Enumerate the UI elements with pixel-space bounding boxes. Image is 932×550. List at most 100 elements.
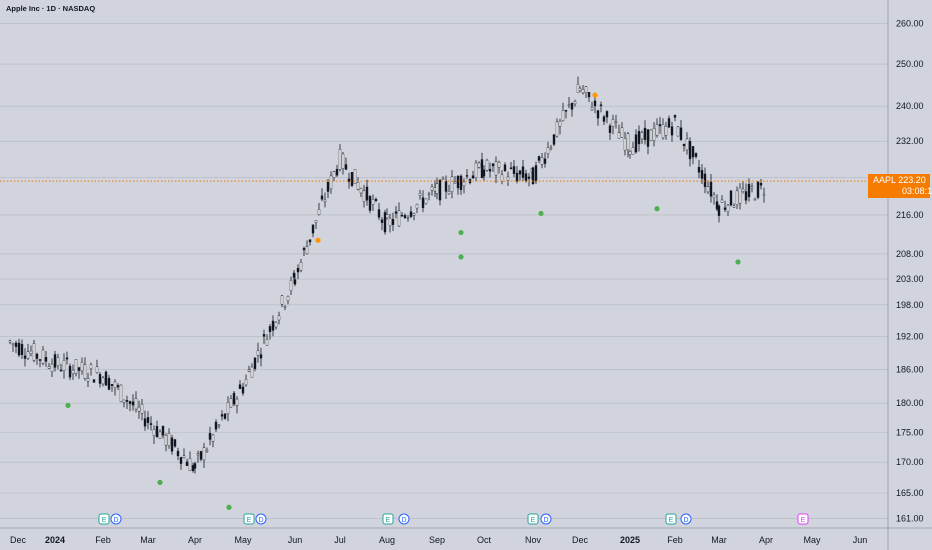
candle-body bbox=[152, 429, 156, 436]
candle-body bbox=[59, 369, 63, 372]
candle-body bbox=[38, 359, 42, 361]
candle-body bbox=[726, 204, 730, 212]
candle-body bbox=[158, 431, 162, 439]
candle-body bbox=[506, 176, 510, 181]
green-marker-dot bbox=[157, 479, 163, 486]
x-tick-label: Sep bbox=[429, 535, 445, 545]
candle-body bbox=[549, 147, 553, 150]
candle-body bbox=[570, 102, 574, 110]
candle-body bbox=[573, 101, 577, 105]
candle-body bbox=[664, 126, 668, 136]
candle-body bbox=[53, 354, 57, 368]
candle-body bbox=[691, 146, 695, 158]
green-marker-dot bbox=[538, 210, 544, 217]
dividend-badge bbox=[110, 513, 122, 525]
candle-body bbox=[253, 357, 257, 369]
dividend-badge bbox=[540, 513, 552, 525]
candle-body bbox=[534, 165, 538, 182]
candle-body bbox=[377, 209, 381, 218]
candle-body bbox=[176, 450, 180, 457]
candle-body bbox=[173, 439, 177, 447]
candle-body bbox=[679, 127, 683, 140]
orange-marker-dot bbox=[592, 92, 598, 98]
candle-body bbox=[244, 378, 248, 386]
candle-body bbox=[164, 435, 168, 446]
green-marker-dot bbox=[226, 504, 232, 510]
candle-body bbox=[199, 451, 203, 460]
candle-body bbox=[415, 204, 419, 209]
y-tick-label: 203.00 bbox=[896, 274, 924, 284]
candle-body bbox=[688, 141, 692, 160]
candle-body bbox=[232, 392, 236, 405]
y-tick-label: 161.00 bbox=[896, 513, 924, 523]
candle-body bbox=[302, 247, 306, 251]
candle-body bbox=[655, 124, 659, 136]
candle-body bbox=[433, 187, 437, 192]
price-label-countdown: 03:08:17 bbox=[902, 186, 932, 196]
candle-body bbox=[646, 129, 650, 147]
candle-body bbox=[759, 182, 763, 186]
candle-body bbox=[341, 153, 345, 169]
y-tick-label: 180.00 bbox=[896, 398, 924, 408]
candle-body bbox=[438, 179, 442, 201]
green-marker-dot bbox=[654, 206, 660, 212]
x-tick-label: Dec bbox=[572, 535, 589, 545]
y-tick-label: 250.00 bbox=[896, 59, 924, 69]
candle-body bbox=[482, 169, 486, 177]
event-badge-label: D bbox=[543, 517, 548, 524]
candle-body bbox=[738, 187, 742, 204]
candle-body bbox=[441, 178, 445, 180]
x-tick-label: Apr bbox=[759, 535, 773, 545]
candle-body bbox=[614, 121, 618, 123]
candle-body bbox=[608, 125, 612, 133]
candle-body bbox=[456, 175, 460, 189]
candle-body bbox=[247, 369, 251, 372]
candle-body bbox=[71, 369, 75, 375]
candle-body bbox=[280, 295, 284, 305]
candle-body bbox=[217, 424, 221, 427]
candle-body bbox=[430, 186, 434, 191]
candle-body bbox=[362, 190, 366, 202]
candle-body bbox=[488, 168, 492, 172]
candle-body bbox=[311, 224, 315, 234]
candle-body bbox=[11, 343, 15, 345]
candle-body bbox=[521, 166, 525, 178]
candle-body bbox=[238, 384, 242, 389]
candle-body bbox=[697, 166, 701, 173]
candle-body bbox=[193, 463, 197, 469]
event-badge-label: E bbox=[669, 517, 674, 524]
candle-body bbox=[149, 423, 153, 425]
candle-body bbox=[599, 104, 603, 107]
candle-body bbox=[700, 170, 704, 179]
candle-body bbox=[179, 457, 183, 464]
candle-body bbox=[552, 134, 556, 145]
candle-body bbox=[602, 116, 606, 122]
candle-body bbox=[271, 320, 275, 331]
candle-body bbox=[670, 126, 674, 136]
candle-body bbox=[17, 342, 21, 356]
candle-body bbox=[623, 138, 627, 151]
candle-body bbox=[299, 262, 303, 271]
x-tick-label: Nov bbox=[525, 535, 542, 545]
candle-body bbox=[80, 362, 84, 372]
candle-body bbox=[717, 205, 721, 216]
x-tick-label: May bbox=[234, 535, 252, 545]
candle-body bbox=[95, 366, 99, 373]
candle-body bbox=[226, 402, 230, 414]
candle-body bbox=[368, 195, 372, 211]
candle-body bbox=[182, 455, 186, 459]
candle-body bbox=[305, 246, 309, 255]
candle-body bbox=[462, 181, 466, 187]
dividend-badge bbox=[398, 513, 410, 525]
candle-body bbox=[735, 190, 739, 205]
price-label-symbol: AAPL bbox=[873, 175, 896, 185]
x-tick-label: Apr bbox=[188, 535, 202, 545]
candle-body bbox=[220, 414, 224, 417]
candle-body bbox=[661, 124, 665, 139]
candle-body bbox=[365, 186, 369, 201]
candle-body bbox=[208, 433, 212, 440]
x-tick-label: 2025 bbox=[620, 535, 640, 545]
y-tick-label: 232.00 bbox=[896, 136, 924, 146]
candle-body bbox=[400, 214, 404, 217]
